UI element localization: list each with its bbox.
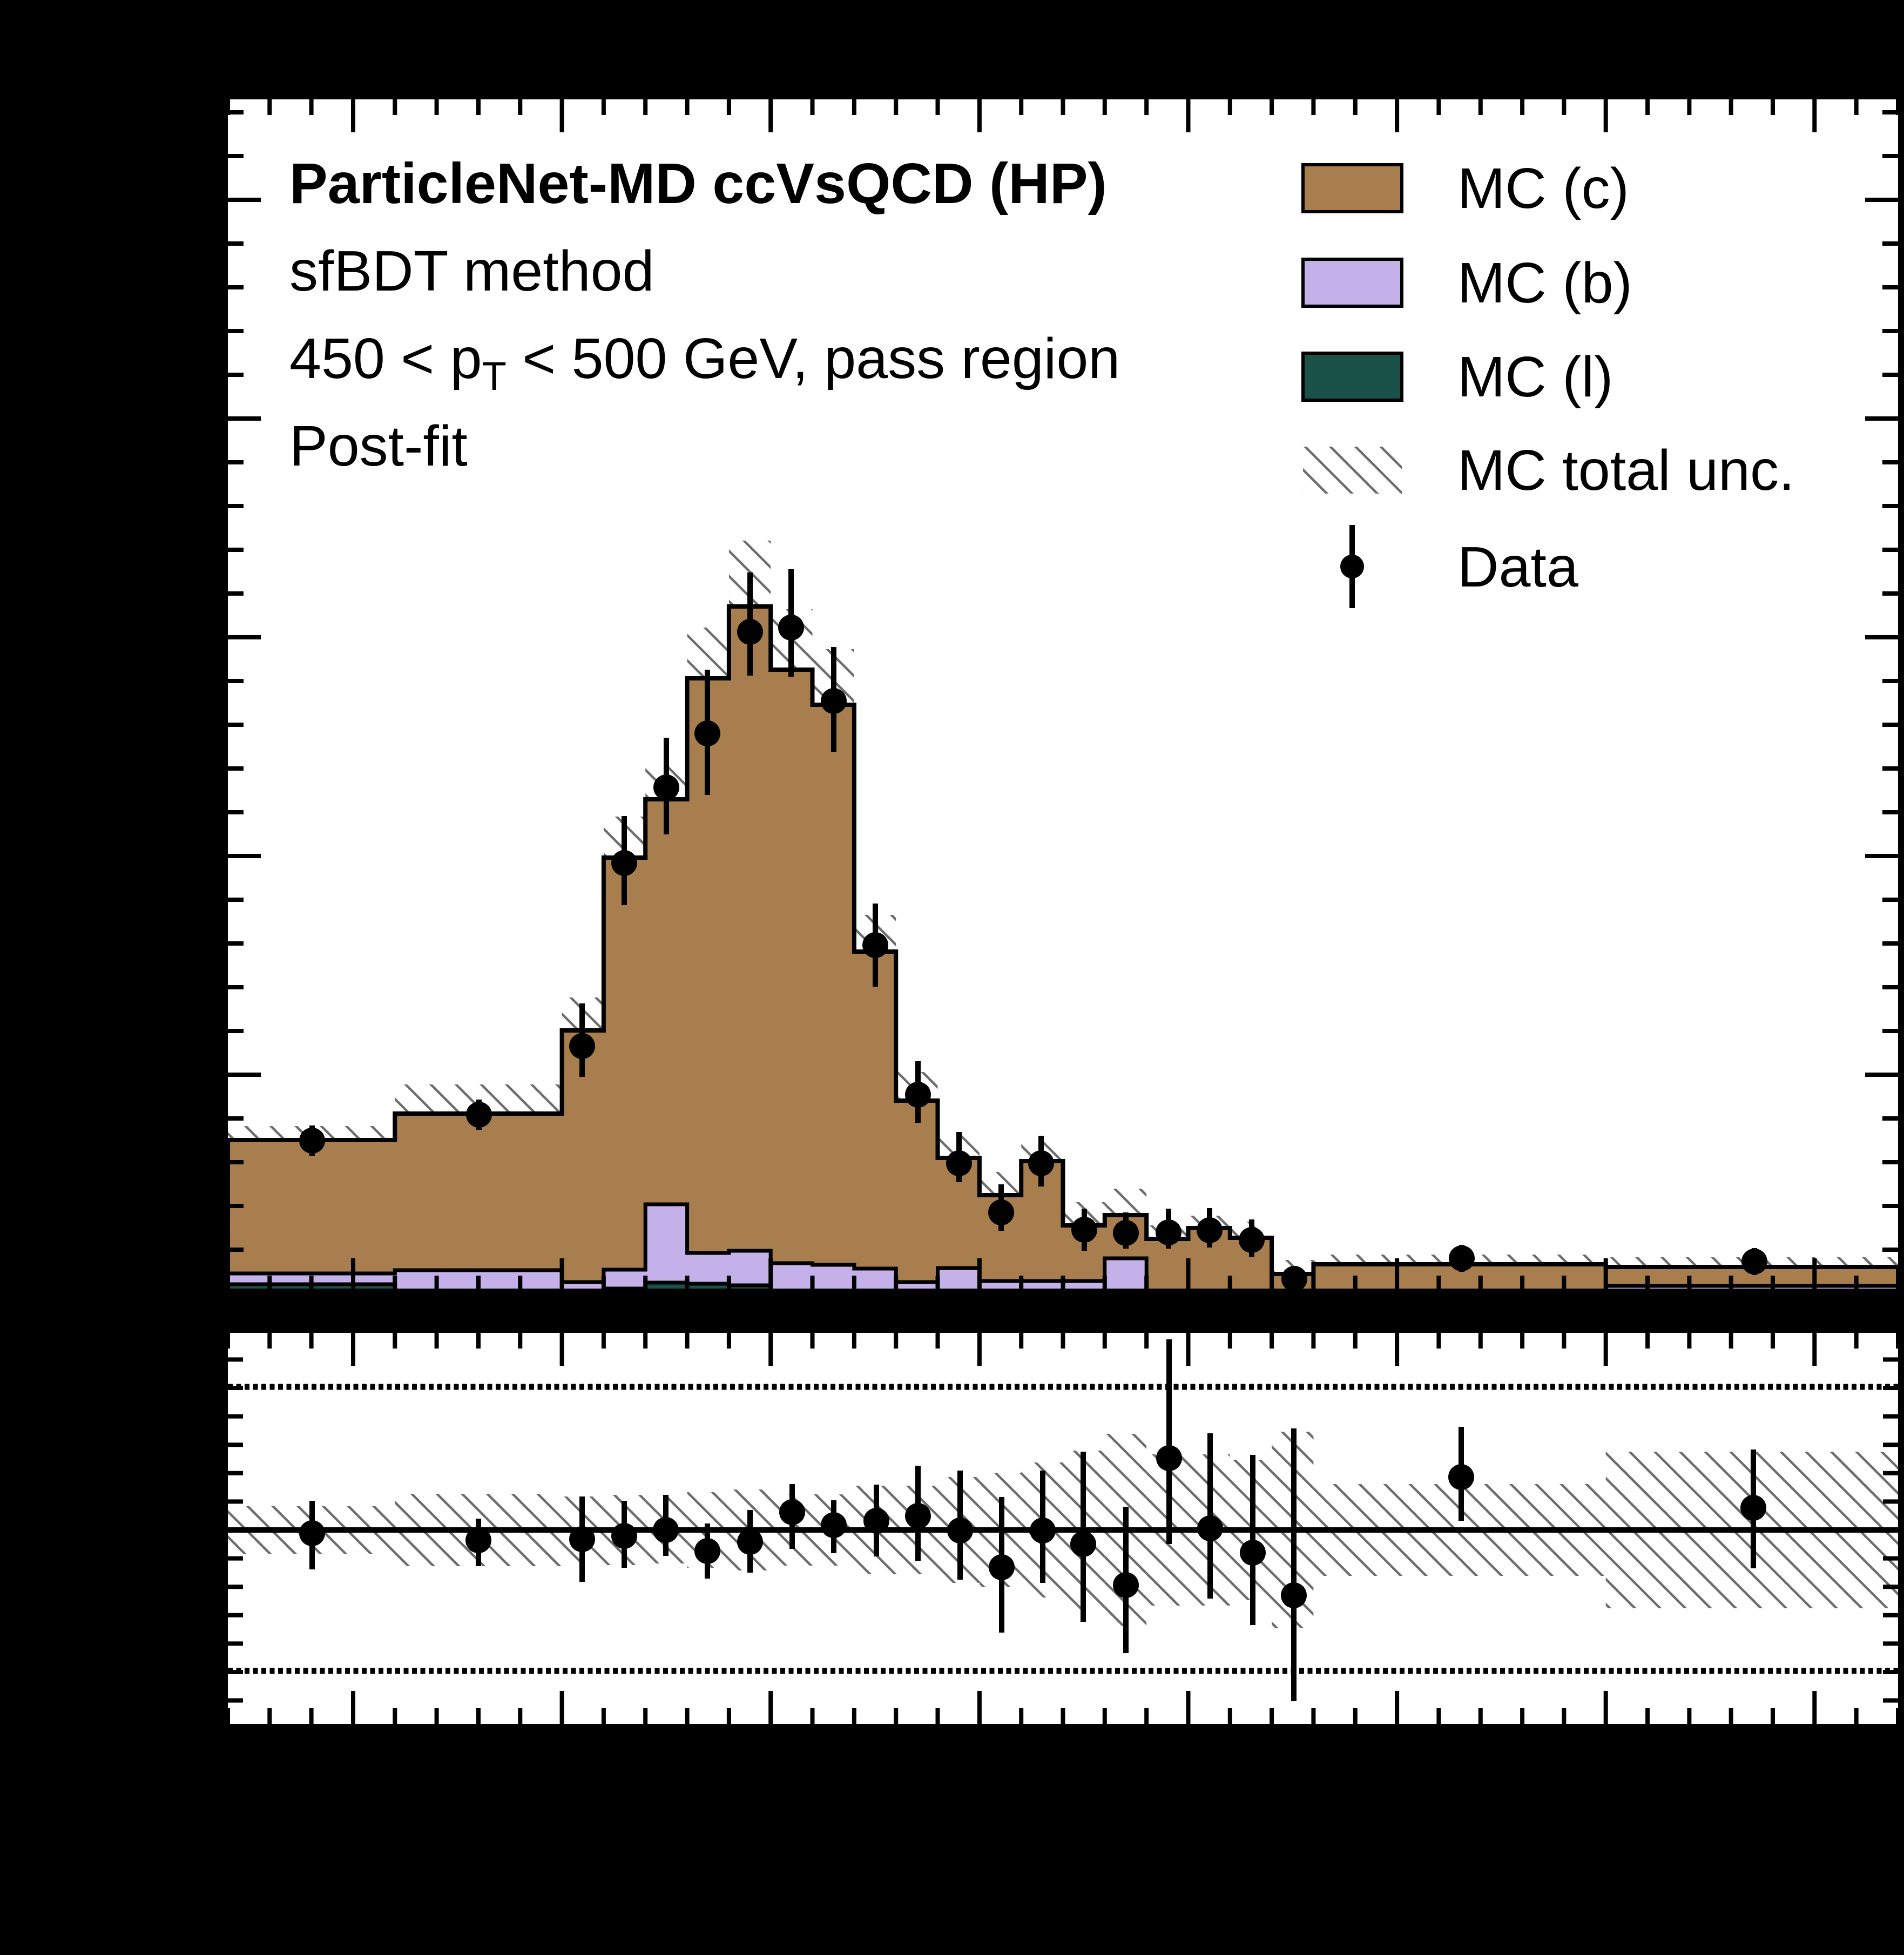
svg-text:MC (l): MC (l) [1457,345,1613,409]
svg-text:Data: Data [1457,535,1578,599]
svg-text:Post-fit: Post-fit [289,414,468,478]
svg-text:MC (c): MC (c) [1457,157,1629,220]
svg-text:ParticleNet-MD ccVsQCD (HP): ParticleNet-MD ccVsQCD (HP) [289,152,1107,215]
svg-text:450 < pT < 500 GeV, pass regio: 450 < pT < 500 GeV, pass region [289,327,1120,399]
svg-text:sfBDT method: sfBDT method [289,239,654,303]
svg-text:MC total unc.: MC total unc. [1457,439,1794,502]
svg-text:MC (b): MC (b) [1457,251,1632,315]
